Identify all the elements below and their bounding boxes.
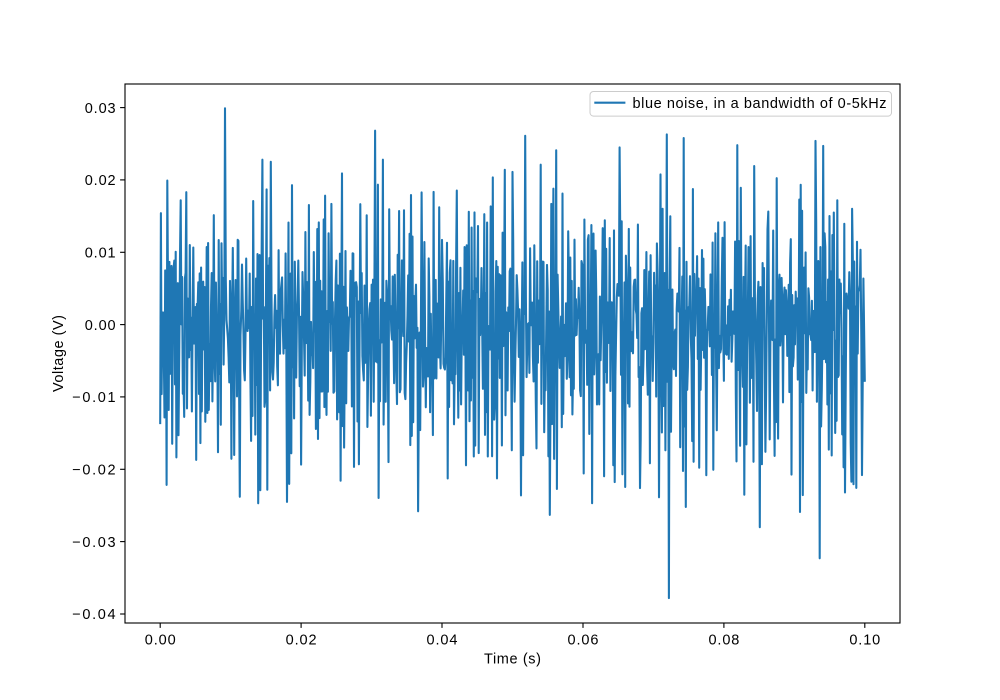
svg-text:0.10: 0.10 xyxy=(849,632,880,648)
svg-text:−0.02: −0.02 xyxy=(72,463,115,479)
svg-text:0.04: 0.04 xyxy=(427,632,458,648)
svg-text:Time (s): Time (s) xyxy=(484,652,541,668)
svg-text:0.08: 0.08 xyxy=(708,632,739,648)
svg-text:blue noise, in a bandwidth of: blue noise, in a bandwidth of 0-5kHz xyxy=(633,96,887,112)
svg-text:−0.03: −0.03 xyxy=(72,535,115,551)
svg-text:Voltage (V): Voltage (V) xyxy=(51,315,67,392)
svg-text:0.03: 0.03 xyxy=(85,101,116,117)
svg-text:0.06: 0.06 xyxy=(568,632,599,648)
svg-text:0.00: 0.00 xyxy=(145,632,176,648)
svg-text:0.02: 0.02 xyxy=(286,632,317,648)
svg-text:0.02: 0.02 xyxy=(85,173,116,189)
svg-text:−0.04: −0.04 xyxy=(72,607,115,623)
svg-text:0.00: 0.00 xyxy=(85,318,116,334)
svg-text:−0.01: −0.01 xyxy=(72,390,115,406)
svg-text:0.01: 0.01 xyxy=(85,246,116,262)
